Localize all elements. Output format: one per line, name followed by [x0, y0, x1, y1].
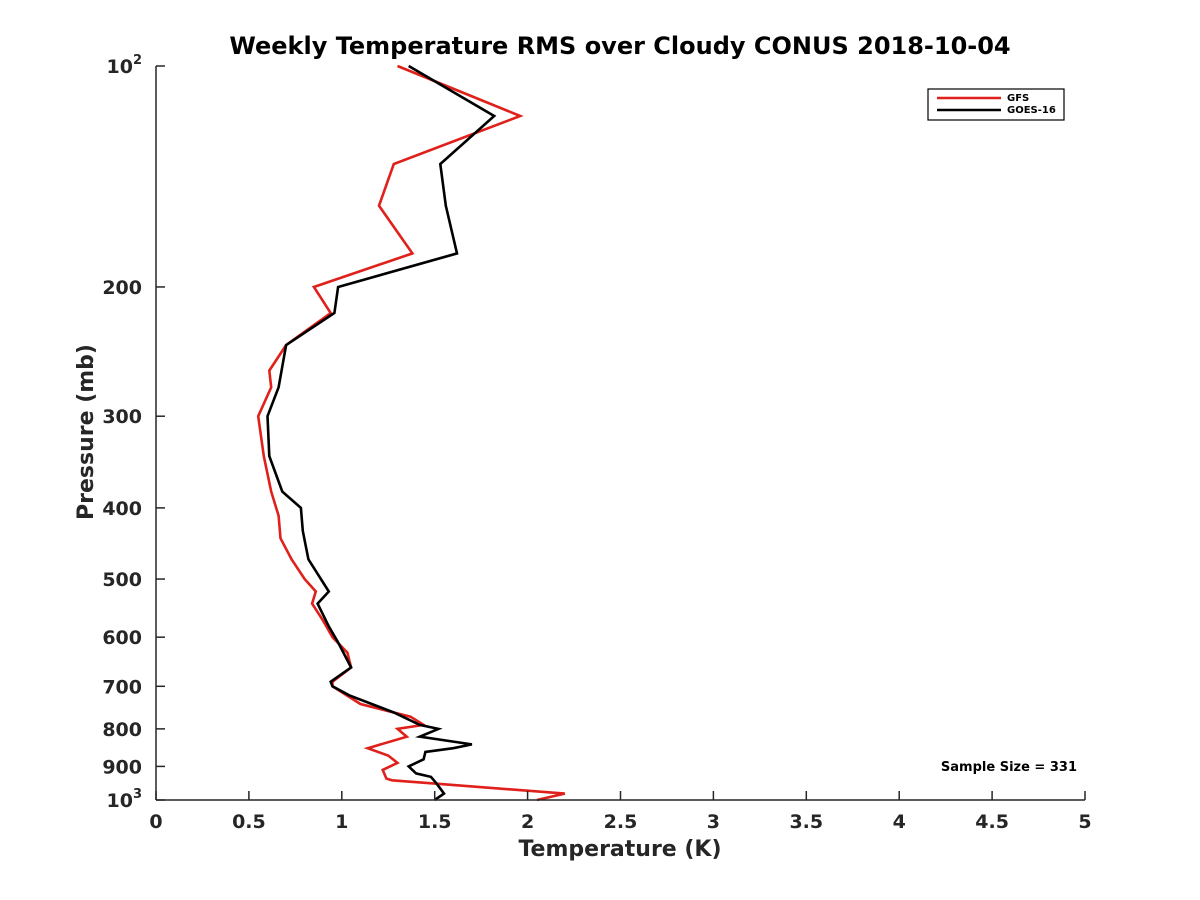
y-tick-label: 800 — [102, 719, 142, 741]
legend-box — [927, 88, 1065, 121]
x-axis-label: Temperature (K) — [518, 837, 721, 862]
legend-label-gfs: GFS — [1007, 93, 1029, 104]
y-tick-label: 600 — [102, 627, 142, 649]
chart-title: Weekly Temperature RMS over Cloudy CONUS… — [229, 32, 1010, 60]
x-tick-label: 2.5 — [604, 811, 638, 833]
sample-size-annotation: Sample Size = 331 — [941, 760, 1077, 775]
y-tick-label: 400 — [102, 498, 142, 520]
y-tick-label: 300 — [102, 406, 142, 428]
x-tick-label: 3.5 — [789, 811, 823, 833]
x-tick-label: 0 — [149, 811, 162, 833]
y-axis-label: Pressure (mb) — [74, 344, 99, 520]
x-tick-label: 4 — [893, 811, 906, 833]
x-tick-label: 3 — [707, 811, 720, 833]
x-tick-label: 4.5 — [975, 811, 1009, 833]
y-tick-label: 700 — [102, 676, 142, 698]
x-tick-label: 1.5 — [418, 811, 452, 833]
series-line-goes-16 — [266, 64, 497, 802]
y-tick-label: 500 — [102, 569, 142, 591]
y-tick-label: 102 — [107, 53, 143, 78]
x-tick-label: 1 — [335, 811, 348, 833]
y-tick-label: 900 — [102, 756, 142, 778]
axes: 0 0.5 1 1.5 2 2.5 3 3.5 4 4.5 5 102 200 300 400 500 600 7… — [102, 53, 1091, 833]
series-layer — [256, 64, 566, 802]
series-line-gfs — [256, 64, 566, 802]
legend: GFS GOES-16 — [927, 88, 1065, 121]
legend-label-goes16: GOES-16 — [1007, 105, 1056, 116]
x-tick-label: 5 — [1078, 811, 1091, 833]
y-tick-label: 103 — [107, 787, 143, 812]
x-tick-label: 0.5 — [232, 811, 266, 833]
x-tick-label: 2 — [521, 811, 534, 833]
y-tick-label: 200 — [102, 277, 142, 299]
